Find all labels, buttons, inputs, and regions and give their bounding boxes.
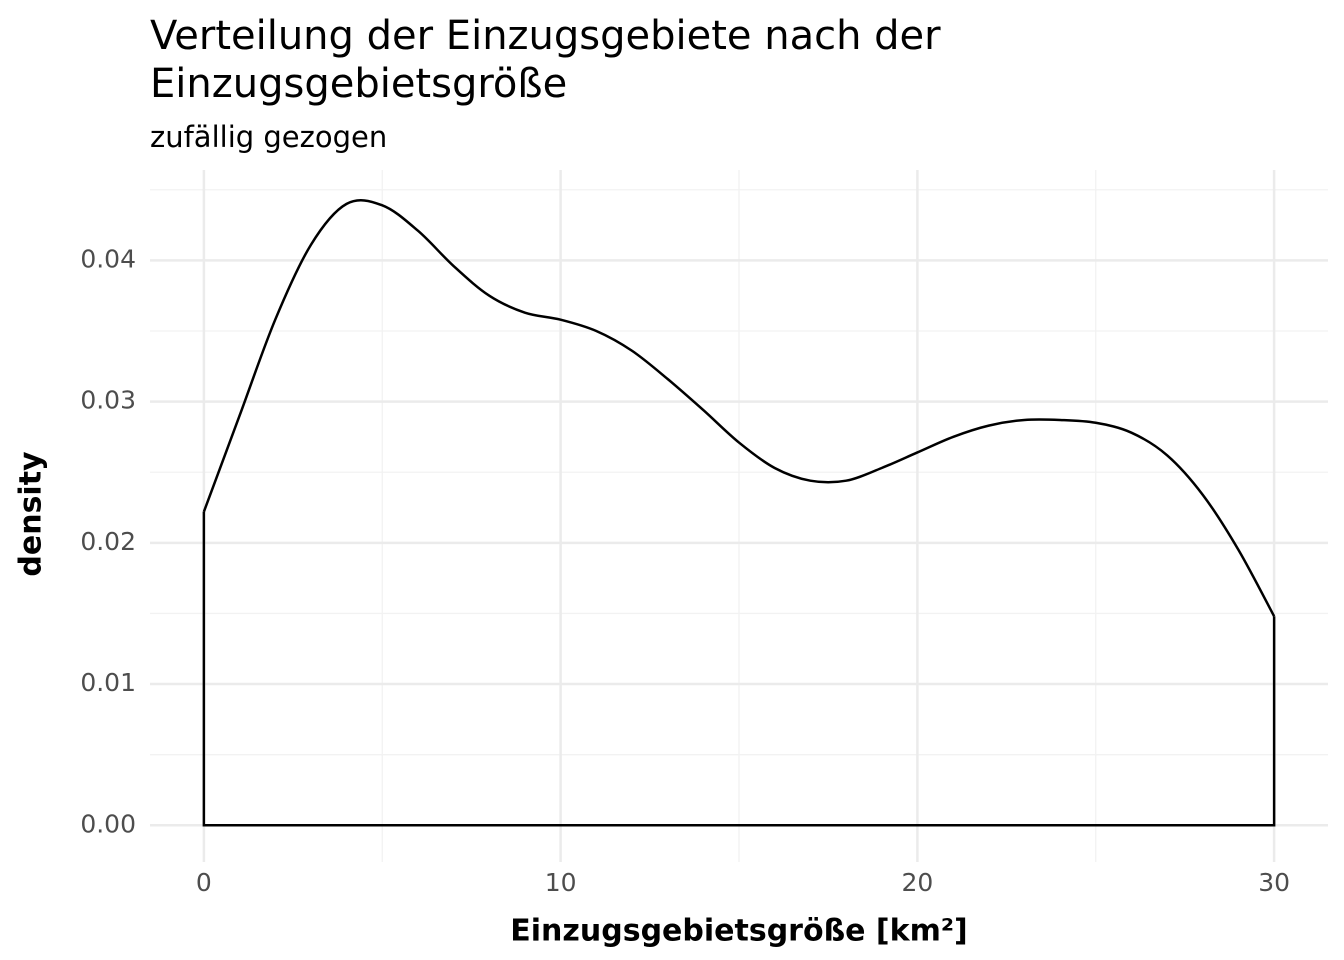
y-tick-label: 0.00 [80,809,136,838]
y-tick-label: 0.01 [80,668,136,697]
y-axis-label: density [14,451,49,577]
x-tick-label: 10 [545,868,577,897]
chart-title: Einzugsgebietsgröße [150,61,567,107]
x-axis-label: Einzugsgebietsgröße [km²] [510,914,967,949]
x-tick-label: 20 [901,868,933,897]
x-tick-label: 30 [1258,868,1290,897]
y-tick-label: 0.02 [80,527,136,556]
chart-title: Verteilung der Einzugsgebiete nach der [150,13,941,59]
y-tick-label: 0.03 [80,386,136,415]
density-outline [202,511,1276,827]
y-tick-label: 0.04 [80,244,136,273]
chart-subtitle: zufällig gezogen [150,120,387,154]
density-curve [202,199,1276,617]
x-tick-label: 0 [196,868,212,897]
